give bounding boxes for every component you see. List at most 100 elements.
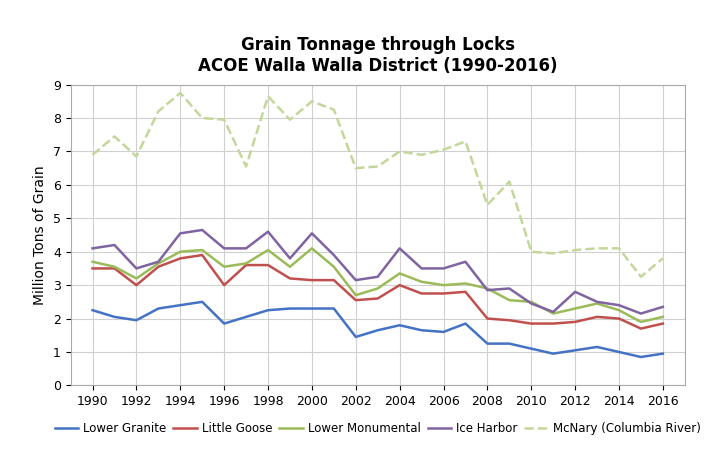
Little Goose [132, 282, 140, 288]
Lower Granite [198, 299, 206, 305]
McNary (Columbia River) [264, 94, 273, 99]
Little Goose [549, 321, 558, 326]
Lower Granite [330, 306, 338, 311]
McNary (Columbia River) [417, 152, 426, 157]
Lower Monumental [637, 319, 645, 325]
Lower Granite [571, 347, 580, 353]
Title: Grain Tonnage through Locks
ACOE Walla Walla District (1990-2016): Grain Tonnage through Locks ACOE Walla W… [198, 36, 558, 75]
Lower Granite [308, 306, 316, 311]
Lower Monumental [505, 298, 513, 303]
Little Goose [308, 277, 316, 283]
Ice Harbor [373, 274, 382, 280]
McNary (Columbia River) [461, 139, 469, 144]
McNary (Columbia River) [308, 99, 316, 104]
McNary (Columbia River) [527, 249, 535, 255]
Lower Granite [637, 354, 645, 360]
Lower Monumental [308, 245, 316, 251]
Lower Granite [88, 307, 97, 313]
McNary (Columbia River) [571, 247, 580, 253]
Lower Monumental [330, 264, 338, 270]
Ice Harbor [439, 266, 448, 271]
Ice Harbor [417, 266, 426, 271]
McNary (Columbia River) [286, 117, 294, 123]
Lower Monumental [483, 286, 491, 291]
Little Goose [571, 319, 580, 325]
McNary (Columbia River) [637, 274, 645, 280]
Little Goose [242, 262, 251, 268]
Ice Harbor [308, 230, 316, 236]
Lower Monumental [132, 275, 140, 281]
Lower Monumental [264, 247, 273, 253]
Lower Granite [417, 328, 426, 333]
McNary (Columbia River) [242, 164, 251, 169]
Little Goose [483, 316, 491, 321]
Ice Harbor [88, 245, 97, 251]
Lower Monumental [352, 292, 360, 298]
Ice Harbor [286, 256, 294, 261]
Little Goose [593, 314, 602, 320]
Lower Granite [593, 344, 602, 350]
Lower Monumental [593, 301, 602, 306]
Lower Granite [439, 329, 448, 335]
Lower Granite [373, 328, 382, 333]
McNary (Columbia River) [439, 147, 448, 153]
McNary (Columbia River) [483, 202, 491, 208]
Lower Monumental [242, 260, 251, 266]
McNary (Columbia River) [373, 164, 382, 169]
Little Goose [154, 264, 162, 270]
Ice Harbor [483, 287, 491, 293]
Lower Granite [505, 341, 513, 346]
Lower Monumental [395, 271, 404, 276]
Lower Monumental [110, 264, 119, 270]
Lower Monumental [461, 281, 469, 286]
Ice Harbor [132, 266, 140, 271]
Little Goose [176, 256, 184, 261]
Little Goose [373, 296, 382, 301]
McNary (Columbia River) [176, 90, 184, 96]
Ice Harbor [198, 227, 206, 233]
Lower Monumental [220, 264, 228, 270]
Lower Monumental [549, 311, 558, 316]
Lower Granite [483, 341, 491, 346]
Ice Harbor [571, 289, 580, 295]
Lower Granite [242, 314, 251, 320]
Line: McNary (Columbia River): McNary (Columbia River) [92, 93, 663, 277]
McNary (Columbia River) [352, 165, 360, 171]
Ice Harbor [176, 230, 184, 236]
Lower Granite [264, 307, 273, 313]
Little Goose [395, 282, 404, 288]
Line: Lower Granite: Lower Granite [92, 302, 663, 357]
Ice Harbor [264, 229, 273, 235]
McNary (Columbia River) [154, 109, 162, 114]
Ice Harbor [395, 245, 404, 251]
Little Goose [527, 321, 535, 326]
Lower Granite [110, 314, 119, 320]
Lower Monumental [198, 247, 206, 253]
Ice Harbor [330, 252, 338, 258]
Little Goose [330, 277, 338, 283]
Little Goose [198, 252, 206, 258]
McNary (Columbia River) [615, 245, 623, 251]
Line: Little Goose: Little Goose [92, 255, 663, 329]
Lower Granite [527, 346, 535, 352]
McNary (Columbia River) [659, 256, 667, 261]
Lower Granite [615, 349, 623, 355]
Little Goose [220, 282, 228, 288]
Ice Harbor [352, 277, 360, 283]
Little Goose [417, 290, 426, 296]
McNary (Columbia River) [220, 117, 228, 123]
Ice Harbor [242, 245, 251, 251]
Little Goose [352, 298, 360, 303]
Lower Granite [549, 351, 558, 356]
Lower Granite [395, 322, 404, 328]
McNary (Columbia River) [198, 115, 206, 121]
Ice Harbor [659, 304, 667, 310]
Lower Monumental [439, 282, 448, 288]
McNary (Columbia River) [88, 152, 97, 157]
Little Goose [439, 290, 448, 296]
Little Goose [505, 317, 513, 323]
Lower Granite [132, 317, 140, 323]
Lower Granite [176, 302, 184, 308]
Ice Harbor [505, 286, 513, 291]
Little Goose [286, 275, 294, 281]
